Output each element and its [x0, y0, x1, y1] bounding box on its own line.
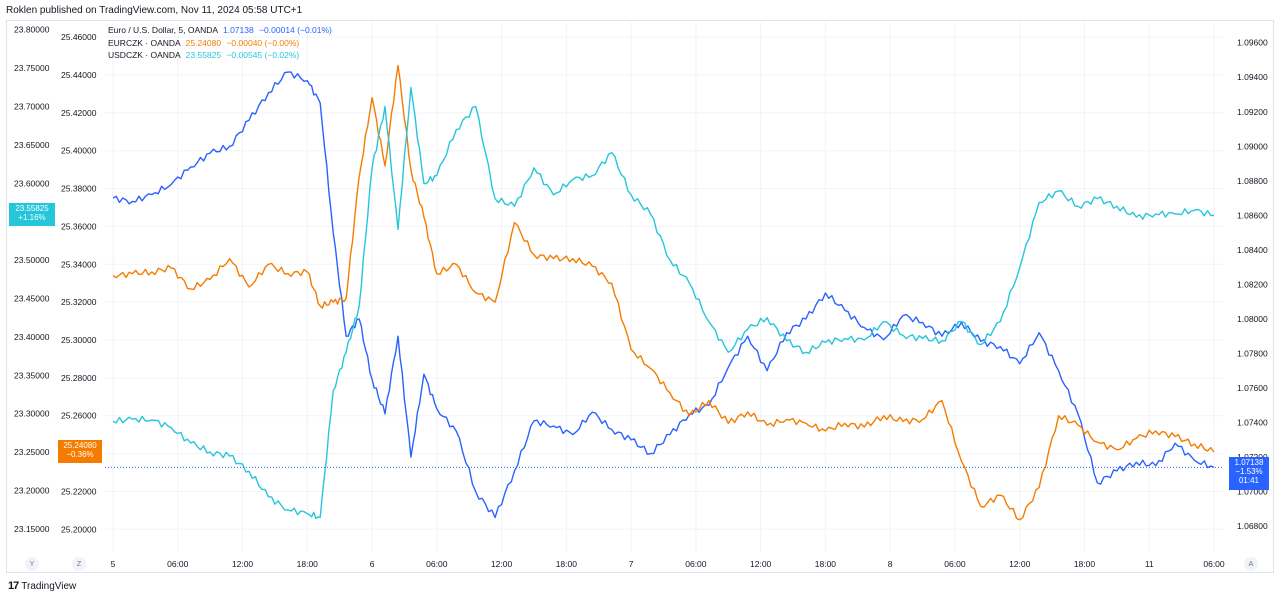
time-tick-label: 5 [111, 559, 116, 569]
chart-grid [105, 22, 1224, 552]
axis-tick-label: 23.80000 [14, 25, 50, 35]
axis-tick-label: 1.09000 [1237, 141, 1268, 151]
legend-eurczk-value: 25.24080 [185, 37, 222, 48]
axis-tick-label: 25.38000 [61, 184, 97, 194]
axis-tick-label: 25.22000 [61, 486, 97, 496]
time-tick-label: 12:00 [750, 559, 772, 569]
legend-usdczk[interactable]: USDCZK · OANDA 23.55825 −0.00545 (−0.02%… [108, 49, 332, 62]
axis-tick-label: 23.40000 [14, 332, 50, 342]
axis-tick-label: 1.07600 [1237, 383, 1268, 393]
chart-legend: Euro / U.S. Dollar, 5, OANDA 1.07138 −0.… [108, 24, 332, 62]
time-tick-label: 18:00 [556, 559, 578, 569]
axis-tick-label: 1.08400 [1237, 245, 1268, 255]
axis-tick-label: 1.07000 [1237, 487, 1268, 497]
axis-tick-label: 23.20000 [14, 486, 50, 496]
axis-tick-label: 25.40000 [61, 146, 97, 156]
usdczk-price-tag: 23.55825 +1.16% [9, 203, 55, 226]
eurczk-tag-pct: −0.36% [66, 450, 94, 459]
eurusd-price-tag: 1.07138 −1.53% 01:41 [1229, 457, 1269, 490]
eurczk-price-tag: 25.24080 −0.36% [58, 440, 102, 463]
legend-eurusd[interactable]: Euro / U.S. Dollar, 5, OANDA 1.07138 −0.… [108, 24, 332, 37]
axis-tick-label: 25.34000 [61, 259, 97, 269]
time-tick-label: 06:00 [1203, 559, 1225, 569]
legend-eurczk-name: EURCZK · OANDA [108, 37, 181, 48]
eurczk-tag-value: 25.24080 [63, 441, 97, 450]
axis-tick-label: 1.08000 [1237, 314, 1268, 324]
axis-tick-label: 23.60000 [14, 178, 50, 188]
series-line-eurusd [112, 71, 1215, 519]
axis-tick-label: 1.06800 [1237, 521, 1268, 531]
series-line-eurczk [112, 64, 1215, 521]
axis-tick-label: 25.44000 [61, 70, 97, 80]
eurusd-tag-pct: −1.53% [1235, 467, 1263, 476]
time-axis: 5 06:00 12:00 18:00 6 06:00 12:00 18:00 7 06:00 12… [111, 559, 1225, 569]
eurusd-tag-value: 1.07138 [1234, 458, 1264, 467]
axis-tick-label: 1.08800 [1237, 176, 1268, 186]
axis-tick-label: 1.07800 [1237, 348, 1268, 358]
axis-tick-label: 1.09400 [1237, 72, 1268, 82]
axis-tick-label: 23.50000 [14, 255, 50, 265]
time-tick-label: 6 [370, 559, 375, 569]
axis-tick-label: 1.09600 [1237, 38, 1268, 48]
time-tick-label: 06:00 [685, 559, 707, 569]
usdczk-tag-value: 23.55825 [15, 204, 49, 213]
legend-eurczk[interactable]: EURCZK · OANDA 25.24080 −0.00040 (−0.00%… [108, 37, 332, 50]
time-tick-label: 06:00 [167, 559, 189, 569]
axis-tick-label: 1.08600 [1237, 210, 1268, 220]
axis-tick-label: 23.45000 [14, 294, 50, 304]
time-tick-label: 7 [629, 559, 634, 569]
legend-eurczk-change: −0.00040 (−0.00%) [226, 37, 300, 48]
time-tick-label: 12:00 [491, 559, 513, 569]
time-tick-label: 8 [888, 559, 893, 569]
series-line-usdczk [112, 86, 1215, 520]
bar-countdown: 01:41 [1238, 476, 1260, 485]
usdczk-axis: 23.15000 23.20000 23.25000 23.30000 23.35000… [14, 25, 50, 534]
publish-credit: Roklen published on TradingView.com, Nov… [6, 5, 303, 16]
tradingview-footer[interactable]: 17 TradingView [8, 580, 76, 592]
axis-tick-label: 25.28000 [61, 373, 97, 383]
time-tick-label: 18:00 [1074, 559, 1096, 569]
time-tick-label: 18:00 [297, 559, 319, 569]
axis-tick-label: 25.42000 [61, 108, 97, 118]
legend-usdczk-change: −0.00545 (−0.02%) [226, 50, 300, 60]
legend-usdczk-value: 23.55825 [185, 50, 222, 60]
time-tick-label: 18:00 [815, 559, 837, 569]
time-tick-label: 06:00 [426, 559, 448, 569]
axis-tick-label: 25.20000 [61, 524, 97, 534]
axis-tick-label: 23.25000 [14, 447, 50, 457]
scale-z-button[interactable]: Z [72, 557, 86, 571]
axis-tick-label: 23.75000 [14, 63, 50, 73]
axis-tick-label: 23.70000 [14, 101, 50, 111]
axis-tick-label: 23.35000 [14, 370, 50, 380]
axis-tick-label: 1.09200 [1237, 107, 1268, 117]
time-tick-label: 11 [1145, 559, 1154, 569]
usdczk-tag-pct: +1.16% [18, 213, 46, 222]
legend-usdczk-name: USDCZK · OANDA [108, 50, 181, 60]
time-tick-label: 12:00 [1009, 559, 1031, 569]
scale-y-button[interactable]: Y [25, 557, 39, 571]
axis-tick-label: 25.46000 [61, 32, 97, 42]
axis-tick-label: 23.65000 [14, 140, 50, 150]
axis-tick-label: 25.26000 [61, 411, 97, 421]
tradingview-logo-icon: 17 [8, 580, 19, 592]
legend-eurusd-name: Euro / U.S. Dollar, 5, OANDA [108, 25, 218, 35]
axis-tick-label: 23.30000 [14, 409, 50, 419]
axis-tick-label: 1.08200 [1237, 279, 1268, 289]
auto-scale-button[interactable]: A [1244, 557, 1258, 571]
time-tick-label: 12:00 [232, 559, 254, 569]
axis-tick-label: 23.15000 [14, 524, 50, 534]
time-tick-label: 06:00 [944, 559, 966, 569]
axis-tick-label: 25.30000 [61, 335, 97, 345]
series-layer [112, 64, 1215, 521]
axis-tick-label: 25.32000 [61, 297, 97, 307]
chart-frame [6, 20, 1274, 573]
legend-eurusd-change: −0.00014 (−0.01%) [259, 25, 332, 35]
axis-tick-label: 25.36000 [61, 221, 97, 231]
axis-tick-label: 1.07400 [1237, 418, 1268, 428]
legend-eurusd-value: 1.07138 [222, 25, 254, 35]
tradingview-brand: TradingView [21, 580, 77, 592]
